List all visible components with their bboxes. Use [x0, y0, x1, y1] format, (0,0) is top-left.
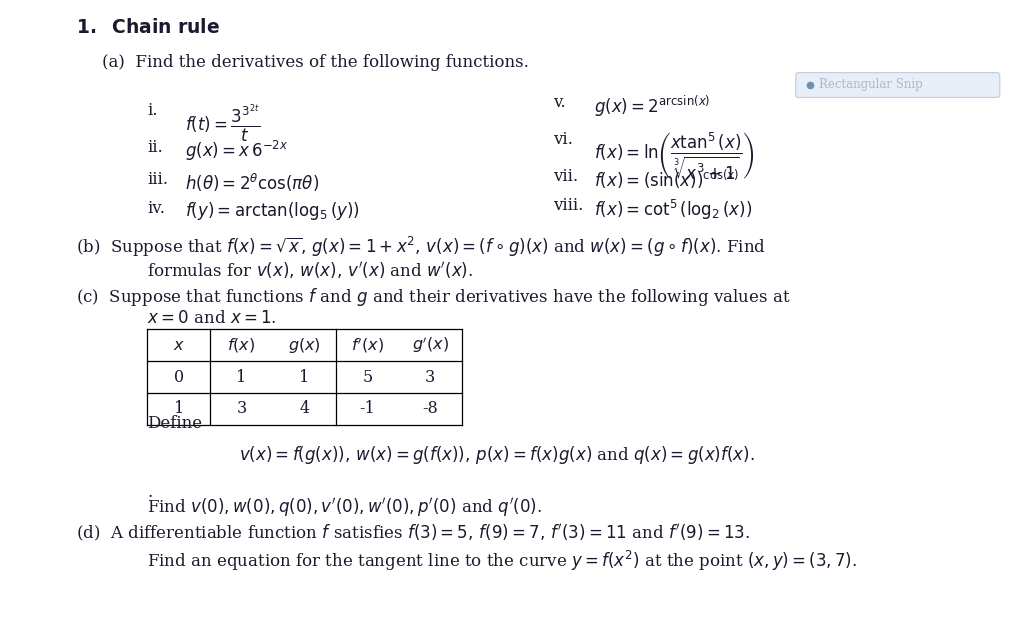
Text: v.: v.: [553, 94, 565, 111]
Text: (a)  Find the derivatives of the following functions.: (a) Find the derivatives of the followin…: [102, 54, 529, 71]
Text: $v(x) = f(g(x)),\, w(x) = g(f(x)),\, p(x) = f(x)g(x)$ and $q(x) = g(x)f(x).$: $v(x) = f(g(x)),\, w(x) = g(f(x)),\, p(x…: [239, 444, 754, 466]
Text: Find an equation for the tangent line to the curve $y = f(x^2)$ at the point $(x: Find an equation for the tangent line to…: [147, 549, 858, 573]
Text: $g(x) = x\,6^{-2x}$: $g(x) = x\,6^{-2x}$: [185, 139, 288, 163]
Text: iv.: iv.: [147, 200, 165, 217]
Text: $\mathbf{1.}$  $\mathbf{Chain\ rule}$: $\mathbf{1.}$ $\mathbf{Chain\ rule}$: [76, 18, 220, 37]
Text: $g'(x)$: $g'(x)$: [412, 335, 449, 355]
Text: 1: 1: [174, 401, 184, 417]
Text: $f'(x)$: $f'(x)$: [351, 336, 384, 355]
Text: -8: -8: [422, 401, 438, 417]
Text: $f(x) = \cot^5(\log_2(x))$: $f(x) = \cot^5(\log_2(x))$: [594, 197, 752, 222]
Text: i.: i.: [147, 102, 157, 119]
Text: Define: Define: [147, 415, 202, 433]
Text: $f(y) = \arctan(\log_5(y))$: $f(y) = \arctan(\log_5(y))$: [185, 200, 359, 222]
Text: Rectangular Snip: Rectangular Snip: [819, 78, 923, 90]
Text: 3: 3: [236, 401, 247, 417]
Text: $h(\theta) = 2^\theta \cos(\pi\theta)$: $h(\theta) = 2^\theta \cos(\pi\theta)$: [185, 171, 319, 194]
Text: (c)  Suppose that functions $f$ and $g$ and their derivatives have the following: (c) Suppose that functions $f$ and $g$ a…: [76, 286, 791, 308]
Text: $g(x)$: $g(x)$: [288, 336, 321, 355]
Text: formulas for $v(x),\, w(x),\, v'(x)$ and $w'(x)$.: formulas for $v(x),\, w(x),\, v'(x)$ and…: [147, 260, 473, 281]
Text: 5: 5: [362, 369, 373, 385]
Text: (d)  A differentiable function $f$ satisfies $f(3) = 5,\, f(9) = 7,\, f'(3) = 11: (d) A differentiable function $f$ satisf…: [76, 523, 750, 544]
Text: Find $v(0), w(0), q(0), v'(0), w'(0), p'(0)$ and $q'(0)$.: Find $v(0), w(0), q(0), v'(0), w'(0), p'…: [147, 496, 542, 519]
Text: $f(x) = \ln\!\left(\dfrac{x\tan^5(x)}{\sqrt[3]{x^3+1}}\right)$: $f(x) = \ln\!\left(\dfrac{x\tan^5(x)}{\s…: [594, 131, 754, 182]
Text: $f(x)$: $f(x)$: [227, 336, 256, 354]
Text: 3: 3: [425, 369, 435, 385]
Text: vii.: vii.: [553, 168, 579, 185]
Text: $g(x) = 2^{\arcsin(x)}$: $g(x) = 2^{\arcsin(x)}$: [594, 94, 710, 119]
Text: $f(x) = (\sin(x))^{\cos(x)}$: $f(x) = (\sin(x))^{\cos(x)}$: [594, 168, 739, 191]
Text: iii.: iii.: [147, 171, 168, 188]
FancyBboxPatch shape: [796, 73, 1000, 97]
Text: 0: 0: [174, 369, 184, 385]
Text: .: .: [147, 484, 152, 501]
Text: vi.: vi.: [553, 131, 573, 148]
Text: 4: 4: [299, 401, 310, 417]
Text: $x$: $x$: [173, 337, 185, 354]
Text: viii.: viii.: [553, 197, 584, 215]
Text: ii.: ii.: [147, 139, 163, 156]
Text: 1: 1: [299, 369, 310, 385]
Text: -1: -1: [359, 401, 376, 417]
Text: (b)  Suppose that $f(x) = \sqrt{x},\, g(x) = 1+x^2,\, v(x) = (f\circ g)(x)$ and : (b) Suppose that $f(x) = \sqrt{x},\, g(x…: [76, 235, 766, 259]
Text: 1: 1: [236, 369, 247, 385]
Text: $x = 0$ and $x = 1$.: $x = 0$ and $x = 1$.: [147, 310, 277, 327]
Text: $f(t) = \dfrac{3^{3^{2t}}}{t}$: $f(t) = \dfrac{3^{3^{2t}}}{t}$: [185, 102, 260, 144]
